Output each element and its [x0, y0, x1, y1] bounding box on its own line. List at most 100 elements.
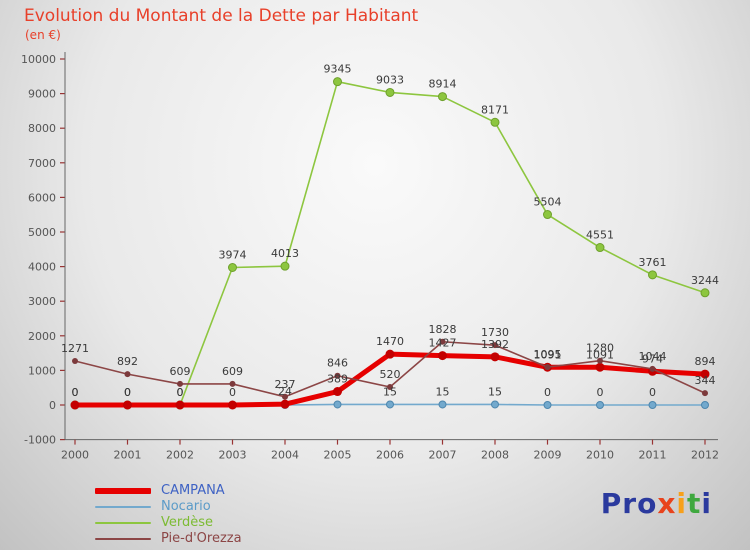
- x-tick-label: 2008: [481, 449, 509, 462]
- value-label: 4013: [271, 247, 299, 260]
- data-point: [700, 288, 710, 298]
- data-point: [333, 400, 342, 409]
- value-label: 974: [642, 352, 663, 365]
- legend-item-Verdèse: Verdèse: [95, 515, 242, 531]
- value-label: 8171: [481, 103, 509, 116]
- data-point: [385, 349, 395, 359]
- value-label: 3974: [219, 248, 247, 261]
- data-point: [649, 365, 656, 372]
- data-point: [491, 400, 499, 409]
- value-label: 0: [649, 386, 656, 399]
- value-label: 0: [124, 386, 131, 399]
- data-point: [438, 351, 447, 361]
- legend: CAMPANA Nocario Verdèse Pie-d'Orezza: [95, 483, 242, 547]
- proxiti-logo[interactable]: Proxiti: [601, 487, 712, 520]
- value-label: 1427: [429, 337, 457, 350]
- value-label: 5504: [534, 196, 562, 209]
- legend-item-Pie-d'Orezza: Pie-d'Orezza: [95, 531, 242, 547]
- value-label: 1392: [481, 338, 509, 351]
- y-tick-label: 2000: [28, 330, 56, 343]
- data-point: [438, 92, 447, 102]
- value-label: 0: [229, 386, 236, 399]
- y-tick-label: 8000: [28, 122, 56, 135]
- data-point: [333, 387, 342, 397]
- value-label: 24: [278, 385, 292, 398]
- data-point: [333, 77, 342, 87]
- data-point: [702, 390, 708, 397]
- value-label: 4551: [586, 229, 614, 242]
- data-point: [387, 384, 393, 391]
- x-tick-label: 2002: [166, 449, 194, 462]
- x-tick-label: 2007: [429, 449, 457, 462]
- value-label: 1280: [586, 342, 614, 355]
- value-label: 9033: [376, 73, 404, 86]
- legend-item-CAMPANA: CAMPANA: [95, 483, 242, 499]
- data-point: [543, 401, 552, 409]
- data-point: [280, 399, 290, 409]
- x-tick-label: 2012: [691, 449, 719, 462]
- data-point: [595, 243, 605, 253]
- data-point: [543, 210, 552, 220]
- data-point: [124, 371, 131, 378]
- x-tick-label: 2000: [61, 449, 89, 462]
- logo-letter: i: [676, 487, 687, 520]
- y-tick-label: 7000: [28, 157, 56, 170]
- logo-letter: t: [687, 487, 702, 520]
- data-point: [282, 393, 288, 400]
- value-label: 0: [124, 386, 131, 399]
- data-point: [490, 117, 500, 127]
- x-tick-label: 2009: [534, 449, 562, 462]
- logo-letter: i: [701, 487, 712, 520]
- data-point: [70, 400, 80, 410]
- value-label: 9345: [324, 63, 352, 76]
- legend-label: CAMPANA: [161, 483, 225, 498]
- value-label: 609: [170, 365, 191, 378]
- data-point: [177, 380, 183, 387]
- y-tick-label: -1000: [24, 434, 56, 447]
- x-tick-label: 2005: [324, 449, 352, 462]
- data-point: [123, 400, 132, 410]
- y-tick-label: 6000: [28, 191, 56, 204]
- value-label: 892: [117, 355, 138, 368]
- legend-swatch: [95, 488, 151, 494]
- value-label: 1044: [639, 350, 667, 363]
- data-point: [439, 338, 446, 345]
- y-tick-label: 5000: [28, 226, 56, 239]
- data-point: [700, 369, 710, 379]
- y-tick-label: 10000: [21, 53, 56, 66]
- value-label: 1091: [586, 348, 614, 361]
- x-tick-label: 2011: [639, 449, 667, 462]
- logo-letter: P: [600, 487, 623, 520]
- chart-title: Evolution du Montant de la Dette par Hab…: [24, 6, 419, 26]
- x-tick-label: 2001: [114, 449, 142, 462]
- x-tick-label: 2003: [219, 449, 247, 462]
- chart-subtitle: (en €): [25, 28, 61, 42]
- data-point: [490, 352, 500, 362]
- value-label: 1730: [481, 326, 509, 339]
- logo-letter: o: [637, 487, 658, 520]
- data-point: [228, 400, 237, 410]
- data-point: [492, 342, 498, 349]
- legend-label: Nocario: [161, 499, 211, 514]
- x-tick-label: 2006: [376, 449, 404, 462]
- legend-swatch: [95, 506, 151, 508]
- data-point: [72, 358, 78, 365]
- data-point: [280, 261, 290, 271]
- data-point: [595, 362, 605, 372]
- value-label: 0: [72, 386, 79, 399]
- legend-swatch: [95, 538, 151, 540]
- value-label: 389: [327, 373, 348, 386]
- value-label: 15: [488, 385, 502, 398]
- value-label: 1470: [376, 335, 404, 348]
- data-point: [596, 401, 604, 409]
- y-tick-label: 9000: [28, 88, 56, 101]
- data-point: [648, 401, 657, 409]
- y-tick-label: 4000: [28, 261, 56, 274]
- value-label: 3761: [639, 256, 667, 269]
- data-point: [385, 87, 395, 97]
- logo-letter: r: [622, 487, 638, 520]
- value-label: 1091: [534, 348, 562, 361]
- legend-swatch: [95, 522, 151, 524]
- value-label: 344: [695, 374, 716, 387]
- data-point: [334, 372, 341, 379]
